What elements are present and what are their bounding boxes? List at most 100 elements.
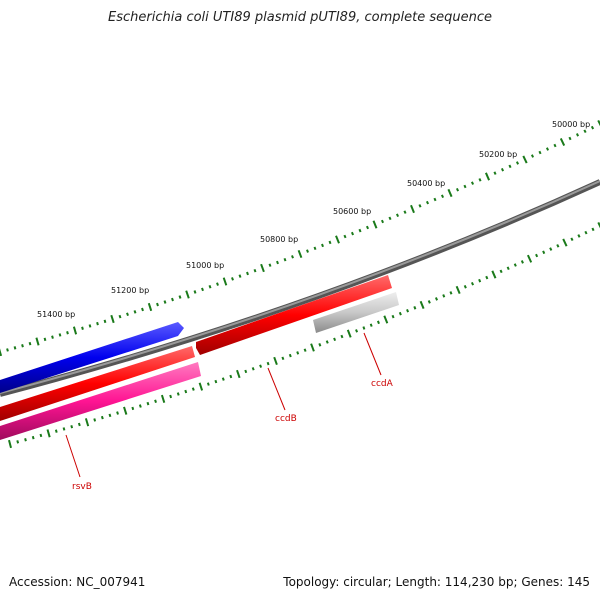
outer-ring-minor-tick [321, 243, 324, 248]
inner-ring-minor-tick [54, 429, 58, 433]
inner-ring-major-tick [46, 429, 51, 438]
inner-ring-minor-tick [31, 435, 35, 440]
inner-ring-minor-tick [251, 367, 255, 371]
inner-ring-minor-tick [340, 334, 344, 339]
inner-ring-major-tick [383, 315, 389, 324]
inner-ring-minor-tick [24, 438, 27, 442]
inner-ring-minor-tick [391, 314, 395, 319]
outer-ring-minor-tick [283, 257, 287, 262]
outer-ring-minor-tick [103, 319, 107, 324]
outer-ring-minor-tick [500, 167, 505, 172]
outer-ring-minor-tick [178, 295, 182, 299]
inner-ring-major-tick [597, 221, 600, 229]
gene-label-ccdB: ccdB [275, 414, 297, 424]
tick-label-50200: 50200 bp [479, 150, 517, 159]
inner-ring-minor-tick [229, 374, 233, 379]
gene-blue-arrow [0, 322, 184, 393]
outer-ring-minor-tick [545, 147, 550, 151]
gene-ccdB-arrow [196, 275, 392, 355]
outer-ring-minor-tick [440, 194, 445, 199]
inner-ring-minor-tick [506, 266, 510, 271]
gene-label-rsvB: rsvB [72, 482, 92, 492]
inner-ring-minor-tick [244, 369, 248, 374]
inner-ring-minor-tick [376, 320, 380, 325]
outer-ring-minor-tick [66, 331, 69, 335]
outer-ring-minor-tick [291, 255, 294, 259]
outer-ring-minor-tick [6, 348, 9, 352]
outer-ring-minor-tick [515, 161, 520, 165]
inner-ring-minor-tick [16, 440, 20, 444]
inner-ring-minor-tick [333, 337, 337, 342]
outer-ring-major-tick [372, 220, 378, 229]
outer-ring-minor-tick [81, 326, 84, 330]
inner-ring-minor-tick [221, 377, 225, 381]
inner-ring-minor-tick [288, 353, 292, 358]
inner-ring-minor-tick [570, 237, 574, 242]
inner-ring-major-tick [273, 356, 278, 366]
outer-ring-minor-tick [425, 200, 430, 205]
inner-ring-minor-tick [93, 418, 97, 422]
inner-ring-minor-tick [362, 326, 366, 330]
inner-ring-minor-tick [100, 415, 104, 420]
inner-ring-minor-tick [116, 411, 119, 415]
inner-ring-minor-tick [296, 351, 300, 355]
inner-ring-minor-tick [556, 244, 560, 248]
outer-ring-major-tick [297, 249, 303, 259]
inner-ring-minor-tick [406, 309, 410, 313]
tick-label-51200: 51200 bp [111, 286, 149, 295]
outer-ring-minor-tick [126, 312, 129, 317]
outer-ring-minor-tick [508, 164, 512, 169]
inner-ring-minor-tick [591, 227, 595, 232]
outer-ring-minor-tick [163, 300, 167, 304]
outer-ring-major-tick [110, 314, 115, 324]
inner-ring-minor-tick [266, 361, 270, 366]
outer-ring-minor-tick [388, 216, 392, 221]
outer-ring-minor-tick [51, 335, 54, 339]
outer-ring-minor-tick [470, 181, 475, 185]
outer-ring-minor-tick [493, 171, 497, 175]
outer-ring-major-tick [335, 235, 340, 244]
inner-ring-minor-tick [70, 425, 74, 429]
inner-ring-minor-tick [39, 433, 43, 438]
inner-ring-minor-tick [427, 300, 431, 304]
outer-ring-minor-tick [231, 277, 234, 281]
inner-ring-major-tick [160, 394, 166, 404]
gene-rsvB-bar [0, 362, 201, 440]
inner-ring-minor-tick [442, 294, 446, 298]
outer-ring-minor-tick [28, 341, 32, 346]
inner-ring-minor-tick [398, 311, 402, 316]
outer-ring-minor-tick [208, 284, 212, 289]
outer-ring-minor-tick [313, 246, 317, 251]
outer-ring-major-tick [147, 302, 153, 312]
outer-ring-major-tick [410, 204, 415, 214]
gene-ccdB-bar [0, 346, 195, 421]
inner-ring-minor-tick [485, 275, 489, 280]
outer-ring-major-tick [35, 337, 40, 346]
tick-label-50800: 50800 bp [260, 235, 298, 244]
inner-ring-minor-tick [191, 387, 195, 391]
outer-ring-minor-tick [575, 133, 580, 137]
outer-ring-minor-tick [133, 310, 137, 314]
inner-ring-minor-tick [542, 250, 546, 255]
outer-ring-minor-tick [193, 290, 197, 294]
inner-ring-major-tick [84, 418, 90, 427]
inner-ring-minor-tick [434, 297, 439, 301]
inner-ring-minor-tick [499, 269, 503, 274]
inner-ring-minor-tick [584, 230, 588, 235]
outer-ring-minor-tick [463, 184, 467, 189]
inner-ring-minor-tick [463, 285, 467, 289]
tick-label-50400: 50400 bp [407, 179, 445, 188]
inner-ring-minor-tick [169, 394, 173, 399]
inner-ring-minor-tick [206, 382, 210, 386]
outer-ring-minor-tick [395, 213, 400, 218]
inner-ring-minor-tick [470, 281, 475, 286]
outer-ring-major-tick [597, 119, 600, 127]
outer-ring-minor-tick [590, 125, 595, 130]
outer-ring-major-tick [447, 188, 453, 198]
outer-ring-minor-tick [276, 260, 279, 265]
outer-ring-major-tick [260, 263, 265, 273]
inner-ring-minor-tick [577, 234, 581, 238]
outer-ring-minor-tick [530, 154, 535, 158]
inner-ring-minor-tick [449, 291, 453, 295]
outer-ring-minor-tick [118, 314, 122, 319]
